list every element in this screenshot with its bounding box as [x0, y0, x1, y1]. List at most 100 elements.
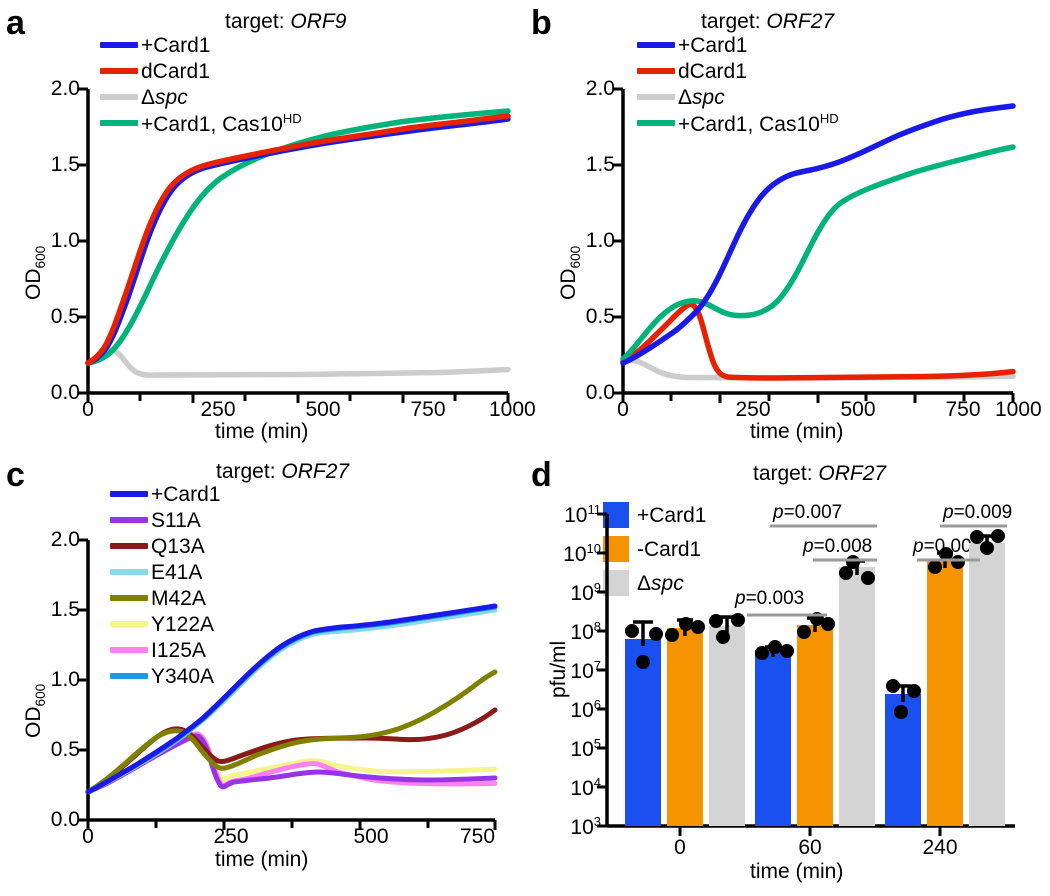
bar-60-card1 [755, 650, 791, 826]
xtick-1: 250 [213, 825, 249, 848]
xtick-3: 750 [460, 825, 496, 848]
series-cas10hd [85, 108, 511, 366]
panel-c-plot [78, 538, 498, 830]
title-target: ORF27 [281, 460, 350, 483]
datapoints-240-card1 [886, 679, 921, 719]
legend-swatch-icon [110, 595, 148, 601]
xtick-1: 60 [798, 836, 822, 859]
series-dspc [85, 347, 511, 378]
legend-item-s11a: S11A [110, 507, 220, 533]
datapoints-0-minus-card1 [665, 617, 705, 642]
panel-letter-b: b [531, 4, 552, 42]
ytick-5: 105 [570, 736, 601, 761]
legend-label: +Card1, Cas10HD [678, 110, 839, 136]
panel-a-legend: +Card1 dCard1 Δspc +Card1, Cas10HD [100, 32, 302, 136]
ytick-3: 1.5 [50, 153, 80, 176]
legend-label: Y122A [151, 612, 215, 636]
legend-item-card1: +Card1 [110, 481, 220, 507]
ytick-4: 2.0 [50, 528, 80, 551]
series-s11a [85, 733, 498, 795]
legend-label: Δspc [678, 85, 725, 109]
ytick-6: 106 [570, 697, 601, 722]
xtick-2: 500 [305, 398, 341, 421]
legend-swatch-icon [110, 569, 148, 575]
ytick-3: 1.5 [585, 153, 615, 176]
panel-d-title: target: ORF27 [753, 462, 886, 486]
pvalue-60-card1-vs-dspc: p=0.007 [773, 502, 843, 523]
legend-item-card1: +Card1 [603, 498, 706, 532]
legend-swatch-icon [637, 120, 675, 126]
pvalue-60-minus-vs-dspc: p=0.008 [803, 536, 873, 557]
legend-label: Y340A [151, 664, 215, 688]
ytick-0: 0.0 [585, 381, 615, 404]
legend-item-dcard1: dCard1 [100, 58, 302, 84]
panel-c-xlabel: time (min) [215, 848, 309, 871]
series-card1 [85, 603, 498, 795]
ytick-1: 0.5 [50, 305, 80, 328]
panel-c-legend: +Card1 S11A Q13A E41A M42A Y122A [110, 481, 220, 689]
legend-label: +Card1 [141, 33, 211, 57]
legend-item-y122a: Y122A [110, 611, 220, 637]
ytick-4: 2.0 [50, 77, 80, 100]
legend-label: Δspc [637, 571, 684, 595]
title-target: ORF27 [766, 10, 835, 33]
series-dcard1 [85, 113, 511, 366]
xtick-0: 0 [82, 825, 94, 848]
legend-swatch-icon [110, 621, 148, 627]
legend-item-i125a: I125A [110, 637, 220, 663]
legend-swatch-icon [100, 120, 138, 126]
xtick-0: 0 [674, 836, 686, 859]
datapoints-60-card1 [755, 640, 794, 660]
panel-d-plot [597, 512, 1015, 836]
panel-a-title: target: ORF9 [225, 10, 346, 34]
legend-label: dCard1 [141, 59, 210, 83]
legend-label: I125A [151, 638, 206, 662]
series-m42a [85, 669, 498, 795]
title-target: ORF9 [290, 10, 347, 33]
panel-b: b target: ORF27 +Card1 dCard1 Δspc +Card… [525, 0, 1050, 448]
series-card1 [620, 103, 1016, 366]
bar-60-minus-card1 [797, 625, 833, 826]
title-prefix: target: [216, 460, 282, 483]
legend-item-y340a: Y340A [110, 663, 220, 689]
legend-item-dspc: Δspc [100, 84, 302, 110]
legend-item-card1-cas10hd: +Card1, Cas10HD [100, 110, 302, 136]
bar-0-dspc [709, 626, 745, 826]
legend-item-card1: +Card1 [100, 32, 302, 58]
ytick-1: 0.5 [585, 305, 615, 328]
legend-item-q13a: Q13A [110, 533, 220, 559]
panel-c-axes [78, 538, 497, 830]
ytick-0: 0.0 [50, 381, 80, 404]
legend-label: +Card1 [637, 503, 707, 527]
panel-b-axes [613, 87, 1015, 403]
legend-item-e41a: E41A [110, 559, 220, 585]
xtick-4: 1000 [995, 398, 1042, 421]
ytick-1: 0.5 [50, 738, 80, 761]
ytick-9: 109 [570, 580, 601, 605]
panel-b-legend: +Card1 dCard1 Δspc +Card1, Cas10HD [637, 32, 839, 136]
bar-0-minus-card1 [667, 628, 703, 826]
panel-b-plot [613, 87, 1016, 403]
legend-swatch-icon [100, 94, 138, 100]
series-dcard1 [620, 301, 1016, 381]
ytick-3: 1.5 [50, 598, 80, 621]
xtick-0: 0 [82, 398, 94, 421]
legend-item-card1-cas10hd: +Card1, Cas10HD [637, 110, 839, 136]
legend-label: -Card1 [637, 537, 702, 561]
panel-a: a target: ORF9 +Card1 dCard1 Δspc +Card1… [0, 0, 536, 448]
legend-item-card1: +Card1 [637, 32, 839, 58]
ytick-3: 103 [570, 814, 601, 839]
panel-a-xlabel: time (min) [215, 420, 309, 443]
legend-label: +Card1 [151, 482, 221, 506]
xtick-1: 250 [200, 398, 236, 421]
legend-item-dcard1: dCard1 [637, 58, 839, 84]
datapoints-0-card1 [625, 624, 663, 669]
panel-c: c target: ORF27 +Card1 S11A Q13A E41A [0, 448, 525, 896]
panel-b-title: target: ORF27 [701, 10, 834, 34]
legend-swatch-icon [110, 647, 148, 653]
legend-swatch-icon [110, 673, 148, 679]
legend-swatch-icon [637, 94, 675, 100]
ytick-2: 1.0 [50, 229, 80, 252]
title-prefix: target: [225, 10, 291, 33]
